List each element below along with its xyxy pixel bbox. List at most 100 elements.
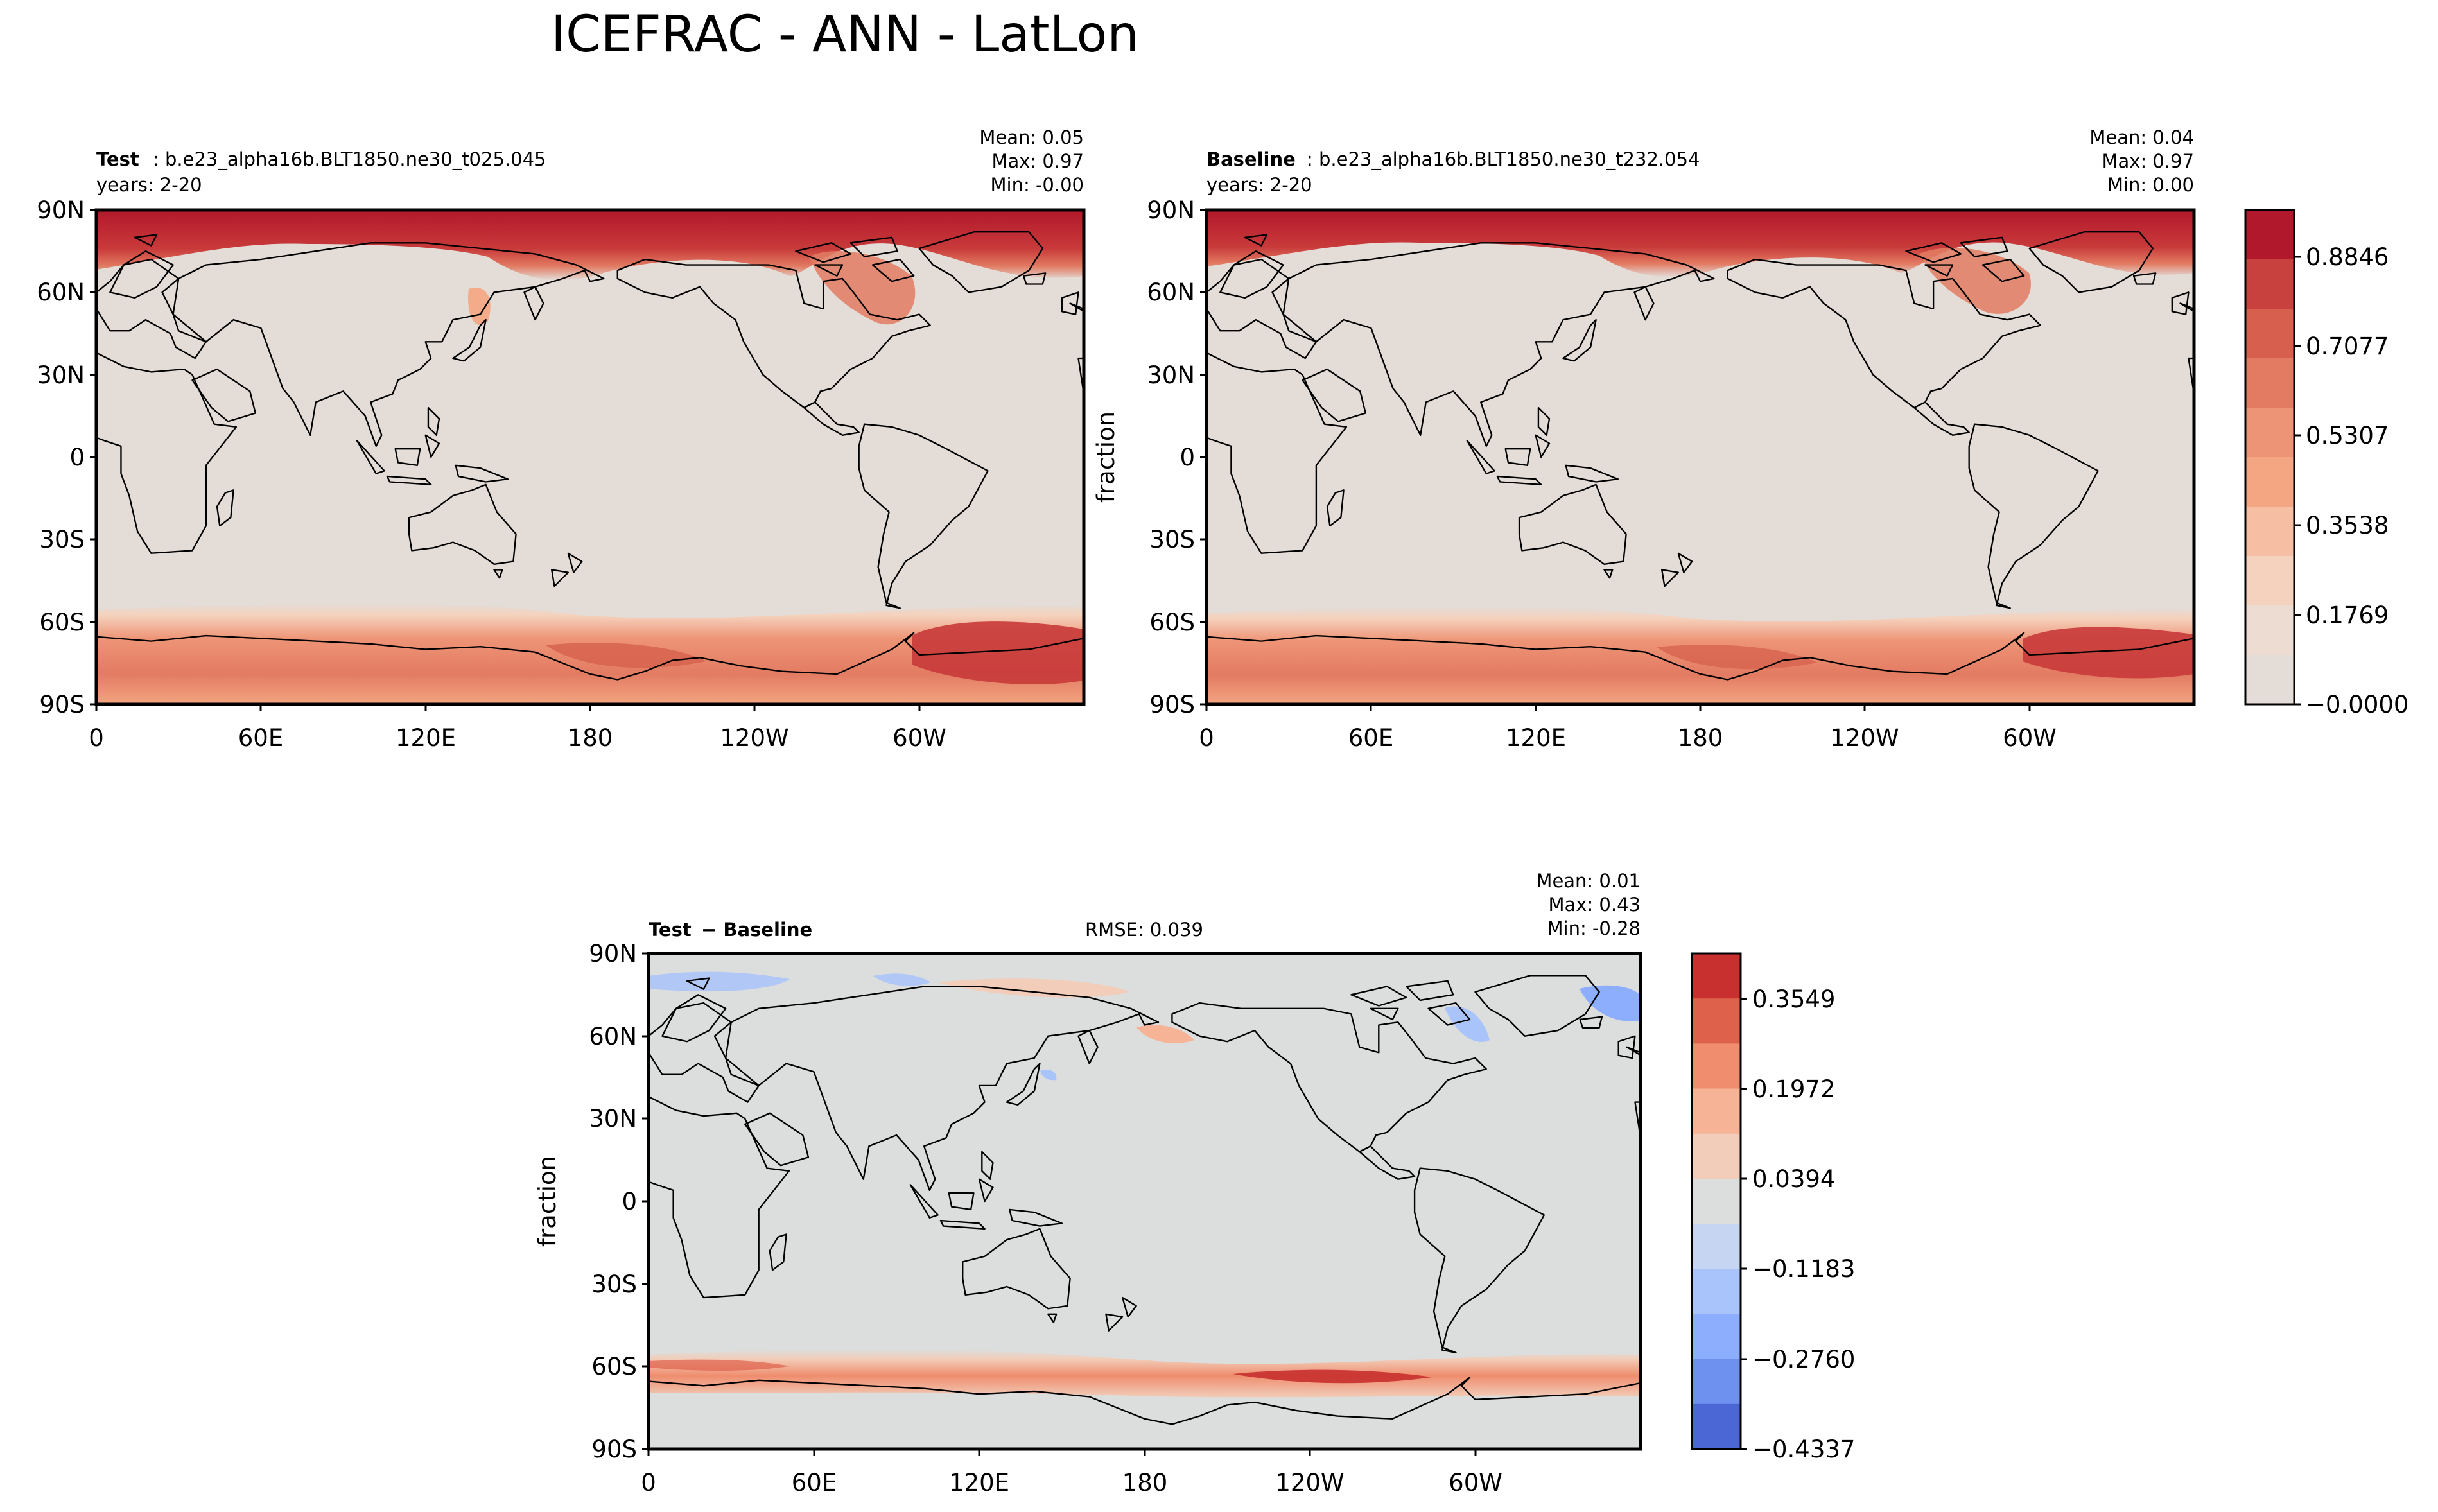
lat-tick-label: 60S: [1149, 609, 1195, 636]
diff-lat-ticks: 90N 60N 30N 0 30S 60S 90S: [589, 940, 649, 1463]
diff-mean: Mean: 0.01: [1536, 870, 1641, 892]
lat-tick-label: 90S: [591, 1436, 637, 1463]
baseline-min: Min: 0.00: [2107, 174, 2194, 196]
test-years: years: 2-20: [96, 174, 202, 196]
colorbar-diff-segment: [1692, 998, 1741, 1044]
panel-difference: Test − Baseline RMSE: 0.039 Mean: 0.01 M…: [534, 870, 1642, 1497]
test-label-rest: : b.e23_alpha16b.BLT1850.ne30_t025.045: [153, 148, 546, 170]
lat-tick-label: 60S: [591, 1353, 637, 1380]
lon-tick-label: 60E: [792, 1469, 837, 1497]
test-label-bold: Test: [96, 148, 139, 170]
lat-tick-label: 90N: [1147, 196, 1195, 224]
colorbar-diff-label: −0.2760: [1752, 1346, 1855, 1373]
lon-tick-label: 180: [568, 724, 613, 752]
colorbar-main-segment: [2245, 358, 2294, 408]
colorbar-diff-segments: [1692, 953, 1741, 1450]
colorbar-main-label: 0.1769: [2306, 602, 2389, 629]
figure-title: ICEFRAC - ANN - LatLon: [551, 6, 1139, 64]
lat-tick-label: 30N: [1147, 361, 1195, 389]
lat-tick-label: 0: [1180, 444, 1195, 471]
test-lon-ticks: 0 60E 120E 180 120W 60W: [89, 704, 946, 752]
colorbar-diff-segment: [1692, 1224, 1741, 1269]
lon-tick-label: 60W: [1449, 1469, 1502, 1497]
diff-label-bold: Test: [649, 919, 692, 941]
diff-lon-ticks: 0 60E 120E 180 120W 60W: [641, 1449, 1502, 1497]
colorbar-main-label: 0.7077: [2306, 333, 2389, 360]
lon-tick-label: 120E: [949, 1469, 1009, 1497]
diff-min: Min: -0.28: [1547, 917, 1641, 939]
colorbar-main-segments: [2245, 210, 2294, 705]
lon-tick-label: 60W: [892, 724, 946, 752]
colorbar-main-segment: [2245, 210, 2294, 260]
baseline-years: years: 2-20: [1206, 174, 1312, 196]
colorbar-diff-segment: [1692, 1269, 1741, 1315]
colorbar-diff-label: 0.0394: [1752, 1165, 1835, 1193]
baseline-lon-ticks: 0 60E 120E 180 120W 60W: [1199, 704, 2057, 752]
colorbar-main-segment: [2245, 408, 2294, 458]
lon-tick-label: 0: [89, 724, 104, 752]
colorbar-main: 0.8846 0.7077 0.5307 0.3538 0.1769 −0.00…: [2244, 209, 2408, 718]
test-lat-ticks: 90N 60N 30N 0 30S 60S 90S: [37, 196, 96, 718]
lat-tick-label: 30N: [589, 1105, 637, 1133]
lon-tick-label: 120W: [1275, 1469, 1344, 1497]
lat-tick-label: 0: [69, 444, 85, 471]
colorbar-main-label: 0.5307: [2306, 422, 2389, 449]
colorbar-diff-label: −0.1183: [1752, 1255, 1855, 1283]
colorbar-diff-segment: [1692, 1359, 1741, 1405]
lat-tick-label: 60N: [37, 279, 85, 306]
colorbar-main-label: 0.3538: [2306, 512, 2389, 539]
colorbar-main-label: −0.0000: [2306, 691, 2408, 718]
lat-tick-label: 30S: [39, 526, 85, 553]
colorbar-diff-segment: [1692, 1403, 1741, 1450]
diff-max: Max: 0.43: [1548, 894, 1641, 916]
lon-tick-label: 0: [641, 1469, 656, 1497]
colorbar-main-segment: [2245, 655, 2294, 705]
colorbar-diff-segment: [1692, 1178, 1741, 1224]
panel-test: Test : b.e23_alpha16b.BLT1850.ne30_t025.…: [37, 126, 1086, 752]
lon-tick-label: 180: [1122, 1469, 1168, 1497]
diff-rmse: RMSE: 0.039: [1085, 919, 1203, 941]
diff-map-field: [649, 953, 1641, 1449]
baseline-max: Max: 0.97: [2102, 150, 2194, 172]
lon-tick-label: 120W: [720, 724, 788, 752]
baseline-label-bold: Baseline: [1206, 148, 1296, 170]
lon-tick-label: 60W: [2003, 724, 2057, 752]
colorbar-diff-segment: [1692, 1133, 1741, 1179]
colorbar-diff-label: 0.3549: [1752, 986, 1835, 1013]
lat-tick-label: 60N: [589, 1023, 637, 1050]
lon-tick-label: 120E: [1506, 724, 1566, 752]
lat-tick-label: 30S: [1149, 526, 1195, 553]
colorbar-main-segment: [2245, 457, 2294, 507]
test-mean: Mean: 0.05: [979, 126, 1084, 148]
baseline-ylabel: fraction: [1092, 412, 1120, 503]
lat-tick-label: 30S: [591, 1271, 637, 1298]
colorbar-main-label: 0.8846: [2306, 243, 2389, 271]
lat-tick-label: 90N: [589, 940, 637, 968]
colorbar-main-segment: [2245, 259, 2294, 309]
lat-tick-label: 90N: [37, 196, 85, 224]
colorbar-main-segment: [2245, 507, 2294, 557]
test-min: Min: -0.00: [991, 174, 1084, 196]
baseline-map-field: [1206, 210, 2194, 704]
lon-tick-label: 60E: [1348, 724, 1393, 752]
lat-tick-label: 30N: [37, 361, 85, 389]
lat-tick-label: 90S: [39, 691, 85, 718]
panel-baseline: Baseline : b.e23_alpha16b.BLT1850.ne30_t…: [1092, 126, 2196, 752]
colorbar-main-segment: [2245, 605, 2294, 656]
test-map-field: [96, 210, 1084, 704]
colorbar-diff: 0.3549 0.1972 0.0394 −0.1183 −0.2760 −0.…: [1691, 952, 1855, 1463]
lat-tick-label: 60S: [39, 609, 85, 636]
colorbar-diff-label: 0.1972: [1752, 1075, 1835, 1103]
colorbar-diff-segment: [1692, 953, 1741, 999]
colorbar-diff-segment: [1692, 1043, 1741, 1090]
colorbar-diff-segment: [1692, 1088, 1741, 1134]
lon-tick-label: 180: [1678, 724, 1723, 752]
diff-label-rest: − Baseline: [701, 919, 812, 941]
colorbar-diff-segment: [1692, 1314, 1741, 1360]
lon-tick-label: 0: [1199, 724, 1214, 752]
lon-tick-label: 60E: [238, 724, 283, 752]
baseline-lat-ticks: 90N 60N 30N 0 30S 60S 90S: [1147, 196, 1206, 718]
lat-tick-label: 60N: [1147, 279, 1195, 306]
lat-tick-label: 0: [622, 1188, 637, 1215]
